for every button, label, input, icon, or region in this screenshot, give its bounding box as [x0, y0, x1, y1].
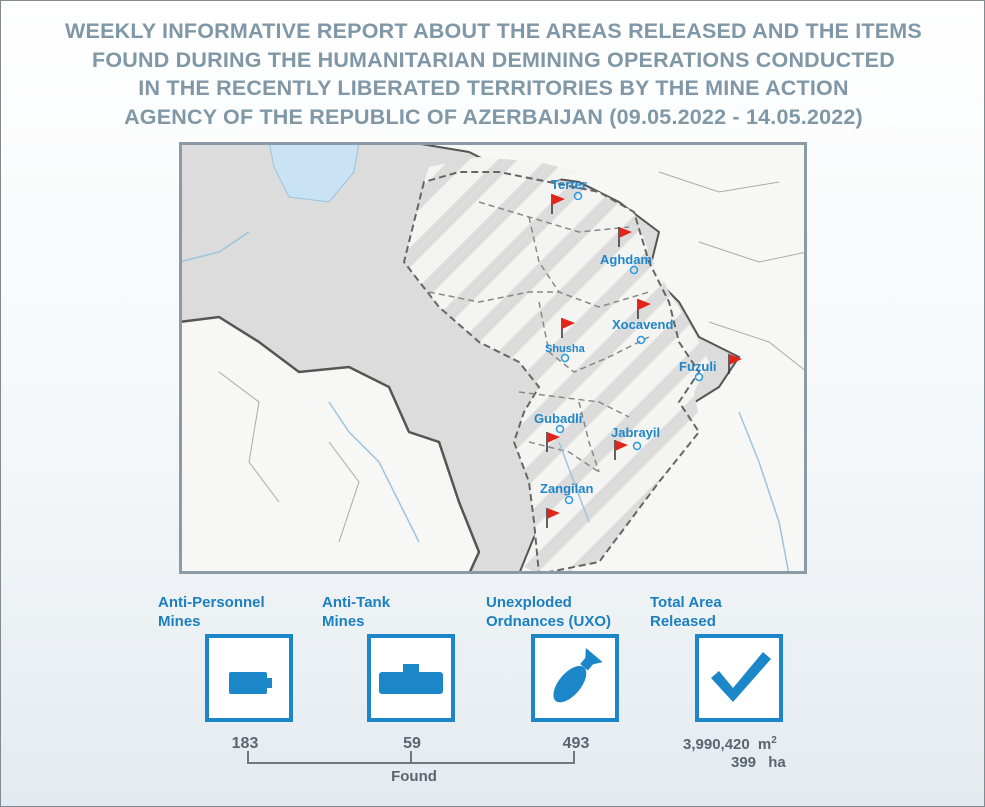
report-title: WEEKLY INFORMATIVE REPORT ABOUT THE AREA… — [1, 17, 984, 131]
anti-personnel-mine-icon — [229, 672, 272, 694]
area-ha-value: 399 — [731, 754, 757, 771]
land-west — [179, 315, 481, 574]
city-label-aghdam: Aghdam — [600, 252, 652, 267]
area-ha-unit: ha — [768, 754, 786, 771]
title-line-1: WEEKLY INFORMATIVE REPORT ABOUT THE AREA… — [65, 19, 922, 43]
flag-icon — [618, 227, 632, 247]
flag-icon — [546, 508, 560, 528]
checkmark-icon — [711, 652, 771, 702]
at-count: 59 — [403, 735, 421, 752]
uxo-label-line-2: Ordnances (UXO) — [486, 613, 612, 630]
at-label-line-1: Anti-Tank — [322, 594, 391, 611]
title-line-3: IN THE RECENTLY LIBERATED TERRITORIES BY… — [138, 76, 849, 100]
found-label: Found — [391, 768, 437, 785]
title-line-4: AGENCY OF THE REPUBLIC OF AZERBAIJAN (09… — [124, 104, 863, 129]
area-m2-sup: 2 — [771, 735, 777, 746]
ap-box — [205, 634, 293, 722]
area-box — [695, 634, 783, 722]
location-pins — [555, 191, 704, 505]
ap-count: 183 — [231, 735, 259, 752]
city-label-zangilan: Zangilan — [540, 481, 594, 496]
location-pin-icon — [629, 265, 639, 275]
city-label-jabrayil: Jabrayil — [611, 425, 660, 440]
area-m2: 3,990,420 m2 — [683, 735, 777, 753]
city-label-xocavend: Xocavend — [612, 317, 673, 332]
uxo-label-line-1: Unexploded — [486, 594, 572, 611]
at-label-line-2: Mines — [322, 613, 365, 630]
location-pin-icon — [632, 441, 642, 451]
location-pin-icon — [694, 372, 704, 382]
title-line-2: FOUND DURING THE HUMANITARIAN DEMINING O… — [92, 47, 895, 72]
flag-icon — [546, 432, 560, 452]
area-label-line-2: Released — [650, 613, 716, 630]
flags — [546, 194, 742, 528]
ap-label: Anti-Personnel Mines — [158, 593, 338, 631]
bomb-icon — [553, 647, 603, 703]
city-label-fuzuli: Fuzuli — [679, 359, 717, 374]
flag-icon — [561, 318, 575, 338]
location-pin-icon — [560, 353, 570, 363]
flag-icon — [614, 440, 628, 460]
city-label-gubadli: Gubadli — [534, 411, 582, 426]
city-label-shusha: Shusha — [545, 343, 586, 355]
anti-tank-mine-icon — [379, 664, 443, 694]
minor-borders — [218, 171, 807, 543]
location-pin-icon — [555, 424, 565, 434]
rivers — [179, 231, 790, 574]
location-pin-icon — [573, 191, 583, 201]
ap-label-line-2: Mines — [158, 613, 201, 630]
flag-icon — [551, 194, 565, 214]
flag-icon — [728, 354, 742, 374]
liberated-area-outline — [402, 171, 701, 574]
location-pin-icon — [636, 335, 646, 345]
city-label-terter: Terter — [551, 177, 587, 192]
area-m2-unit: m — [757, 736, 772, 753]
map-border — [179, 142, 807, 574]
found-bracket — [247, 751, 575, 764]
uxo-box — [531, 634, 619, 722]
at-label: Anti-Tank Mines — [322, 593, 502, 631]
district-borders — [428, 201, 650, 473]
area-m2-value: 3,990,420 — [683, 736, 750, 753]
ap-label-line-1: Anti-Personnel — [158, 594, 265, 611]
location-pin-icon — [564, 495, 574, 505]
uxo-count: 493 — [562, 735, 590, 752]
area-label-line-1: Total Area — [650, 594, 722, 611]
area-ha: 399 ha — [731, 754, 786, 771]
region-map: Terter Aghdam Xocavend Shusha Fuzuli Gub… — [179, 142, 807, 574]
lake — [268, 142, 360, 203]
uxo-label: Unexploded Ordnances (UXO) — [486, 593, 666, 631]
area-label: Total Area Released — [650, 593, 830, 631]
at-box — [367, 634, 455, 722]
flag-icon — [637, 299, 651, 319]
